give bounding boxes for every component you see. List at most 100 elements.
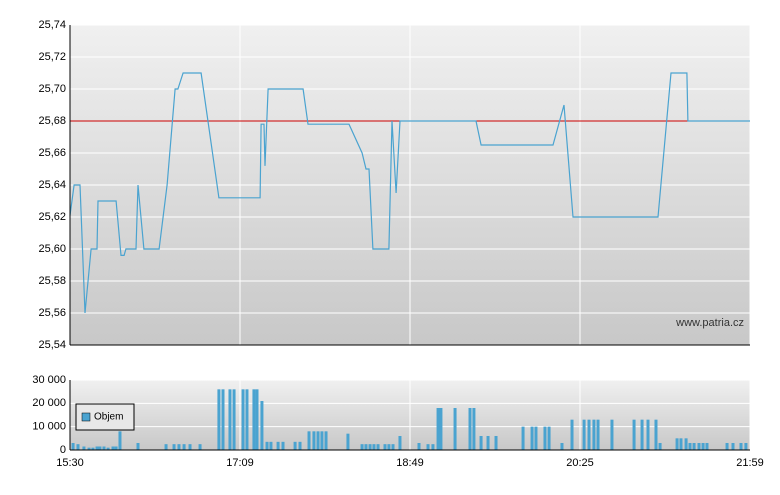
x-tick-label: 20:25: [566, 457, 594, 469]
volume-bar: [255, 389, 259, 450]
y-tick-label: 25,58: [38, 275, 66, 287]
volume-bar: [82, 446, 86, 450]
y-tick-label: 10 000: [32, 421, 66, 433]
volume-bar: [177, 444, 181, 450]
price-line: [69, 72, 750, 314]
y-tick-label: 25,72: [38, 51, 66, 63]
volume-bar: [675, 438, 679, 450]
volume-bar: [570, 419, 574, 450]
volume-bar: [364, 444, 368, 450]
volume-bar: [431, 444, 435, 450]
volume-bar: [582, 419, 586, 450]
legend: Objem: [75, 403, 135, 431]
volume-bar: [592, 419, 596, 450]
volume-bar: [172, 444, 176, 450]
volume-bar: [472, 408, 476, 450]
volume-bar: [368, 444, 372, 450]
volume-bar: [188, 444, 192, 450]
volume-bar: [658, 443, 662, 450]
volume-bar: [252, 389, 256, 450]
volume-bar: [324, 431, 328, 450]
volume-bar: [587, 419, 591, 450]
volume-bar: [221, 389, 225, 450]
volume-bar: [383, 444, 387, 450]
volume-bar: [260, 401, 264, 450]
volume-bar: [705, 443, 709, 450]
volume-bar: [118, 431, 122, 450]
volume-bar: [697, 443, 701, 450]
volume-bar: [316, 431, 320, 450]
volume-bar: [281, 441, 285, 450]
volume-bar: [265, 441, 269, 450]
volume-bar: [543, 426, 547, 450]
volume-bar: [560, 443, 564, 450]
volume-bar: [688, 443, 692, 450]
volume-bar: [632, 419, 636, 450]
y-tick-label: 25,56: [38, 307, 66, 319]
volume-bar: [87, 447, 91, 450]
y-tick-label: 25,60: [38, 243, 66, 255]
volume-bar: [684, 438, 688, 450]
volume-bar: [640, 419, 644, 450]
volume-bar: [439, 408, 443, 450]
volume-bar: [725, 443, 729, 450]
volume-bar: [417, 443, 421, 450]
volume-bar: [468, 408, 472, 450]
volume-bar: [372, 444, 376, 450]
volume-bar: [679, 438, 683, 450]
volume-bar: [182, 444, 186, 450]
volume-bar: [534, 426, 538, 450]
y-tick-label: 0: [60, 444, 66, 456]
volume-bar: [245, 389, 249, 450]
y-tick-label: 20 000: [32, 397, 66, 409]
volume-bar: [106, 447, 110, 450]
volume-bar: [692, 443, 696, 450]
volume-bar: [376, 444, 380, 450]
y-tick-label: 25,64: [38, 179, 66, 191]
legend-label: Objem: [94, 412, 123, 423]
volume-bar: [479, 436, 483, 450]
y-tick-label: 25,70: [38, 83, 66, 95]
volume-bar: [486, 436, 490, 450]
volume-bar: [453, 408, 457, 450]
volume-bar: [547, 426, 551, 450]
volume-bar: [360, 444, 364, 450]
volume-bar: [436, 408, 440, 450]
y-tick-label: 25,74: [38, 19, 66, 31]
volume-bar: [646, 419, 650, 450]
volume-bar: [744, 443, 748, 450]
volume-bar: [293, 441, 297, 450]
volume-bar: [198, 444, 202, 450]
volume-bar: [346, 433, 350, 450]
volume-bar: [95, 446, 99, 450]
volume-bar: [276, 441, 280, 450]
volume-bar: [136, 443, 140, 450]
x-tick-label: 15:30: [56, 457, 84, 469]
volume-bar: [98, 446, 102, 450]
x-tick-label: 17:09: [226, 457, 254, 469]
volume-bar: [269, 441, 273, 450]
volume-bar: [114, 446, 118, 450]
volume-bar: [102, 446, 106, 450]
watermark: www.patria.cz: [675, 317, 744, 329]
x-tick-label: 21:59: [736, 457, 764, 469]
volume-bar: [391, 444, 395, 450]
volume-bar: [654, 419, 658, 450]
volume-bar: [739, 443, 743, 450]
volume-bar: [228, 389, 232, 450]
volume-bar: [398, 436, 402, 450]
volume-bar: [164, 444, 168, 450]
volume-bar: [71, 443, 75, 450]
volume-bar: [521, 426, 525, 450]
volume-bar: [232, 389, 236, 450]
y-tick-label: 30 000: [32, 374, 66, 386]
volume-bar: [610, 419, 614, 450]
volume-bar: [91, 447, 95, 450]
y-tick-label: 25,68: [38, 115, 66, 127]
volume-bar: [312, 431, 316, 450]
volume-bar: [701, 443, 705, 450]
volume-bar: [426, 444, 430, 450]
volume-bar: [494, 436, 498, 450]
